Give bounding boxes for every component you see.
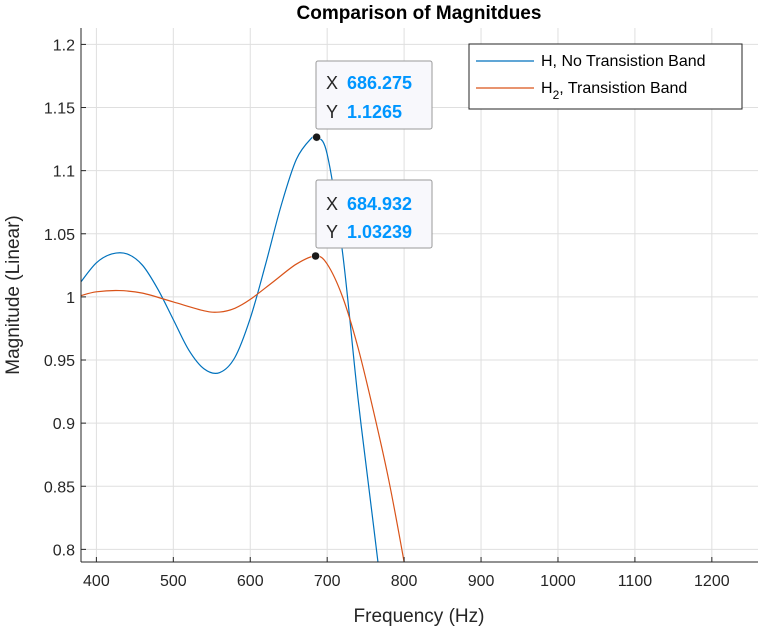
datatip-2-x-key: X [326,194,338,214]
x-tick-label: 400 [83,573,110,590]
series-group [81,134,405,562]
x-tick-label: 1000 [540,573,576,590]
legend-entry-h: H, No Transistion Band [541,53,706,70]
x-tick-label: 1100 [618,573,653,590]
y-tick-label: 1.15 [44,101,75,118]
y-tick-label: 0.8 [53,542,75,559]
datatip-1-x-value: 686.275 [347,73,412,93]
x-tick-label: 500 [160,573,187,590]
tick-labels: 400 500 600 700 800 900 1000 1100 1200 0.8 0.85 0.9… [44,37,730,590]
y-tick-label: 1.05 [44,227,75,244]
datatip-2[interactable]: X 684.932 Y 1.03239 [315,179,433,249]
legend-box [468,43,743,110]
datatip-1-x-key: X [326,73,338,93]
datatip-2-box [315,179,433,249]
x-tick-label: 900 [468,573,495,590]
series-line-h2 [81,255,405,562]
x-tick-label: 800 [391,573,418,590]
x-tick-label: 1200 [694,573,730,590]
datatip-1-y-key: Y [326,102,338,122]
datatip-marker-1[interactable] [312,132,321,142]
legend-entry-h2-rest: , Transistion Band [559,80,687,97]
y-tick-label: 1.2 [53,37,75,54]
y-tick-label: 1.1 [53,164,75,181]
legend[interactable]: H, No Transistion Band H2, Transistion B… [468,43,743,110]
datatip-2-y-key: Y [326,222,338,242]
x-tick-label: 700 [314,573,341,590]
datatip-markers [311,132,321,261]
datatip-1-y-value: 1.1265 [347,102,402,122]
datatip-marker-2[interactable] [311,251,320,261]
x-axis-label: Frequency (Hz) [354,606,485,627]
y-axis-label: Magnitude (Linear) [3,215,24,374]
y-tick-label: 0.9 [53,416,75,433]
x-tick-label: 600 [237,573,264,590]
y-tick-label: 1 [66,290,75,307]
series-line-h [81,134,379,562]
legend-entry-h2-subscript: 2 [553,88,560,102]
datatip-1[interactable]: X 686.275 Y 1.1265 [315,60,433,130]
y-tick-label: 0.95 [44,353,75,370]
legend-entry-h2-main: H [541,80,553,97]
datatip-2-y-value: 1.03239 [347,222,412,242]
y-tick-label: 0.85 [44,479,75,496]
datatip-2-x-value: 684.932 [347,194,412,214]
axes [80,28,758,563]
datatip-1-box [315,60,433,130]
legend-entry-h2: H2, Transistion Band [541,80,687,102]
chart-title: Comparison of Magnitdues [297,3,542,24]
